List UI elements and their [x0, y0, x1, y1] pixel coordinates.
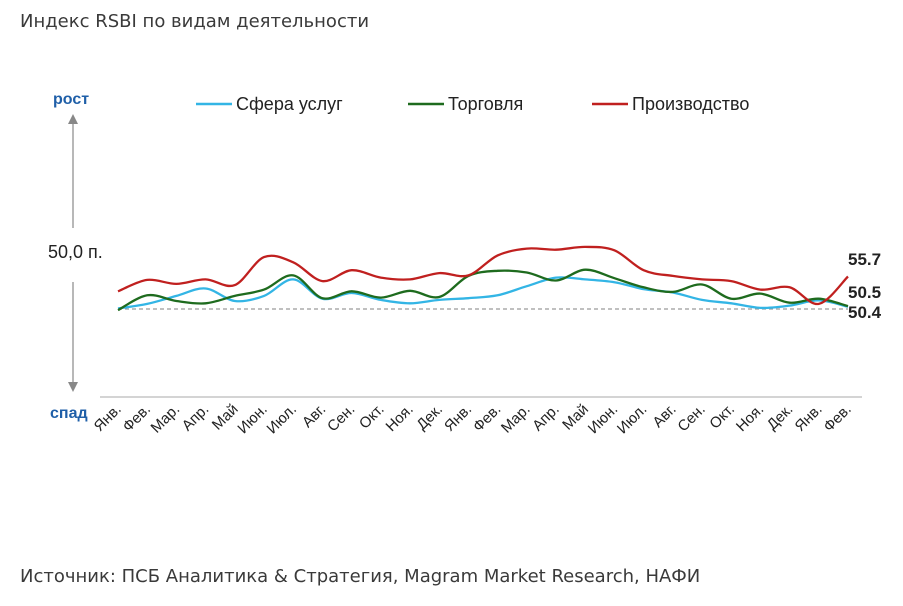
x-tick-label: Сен.	[674, 401, 708, 435]
x-tick-labels: Янв.Фев.Мар.Апр.МайИюн.Июл.Авг.Сен.Окт.Н…	[91, 401, 855, 438]
end-labels: 55.7 50.5 50.4	[848, 250, 882, 322]
x-tick-label: Фев.	[119, 401, 154, 436]
x-tick-label: Янв.	[91, 401, 125, 435]
series-line-services	[117, 276, 849, 310]
x-tick-label: Фев.	[820, 401, 855, 436]
x-tick-label: Мар.	[498, 401, 534, 437]
x-tick-label: Дек.	[764, 401, 797, 434]
x-tick-label: Апр.	[529, 401, 563, 435]
end-label-services: 50.4	[848, 303, 882, 322]
legend-label-production: Производство	[632, 94, 749, 114]
x-tick-label: Ноя.	[383, 401, 417, 435]
end-label-trade: 50.5	[848, 283, 881, 302]
end-label-production: 55.7	[848, 250, 881, 269]
legend: Сфера услуг Торговля Производство	[196, 94, 749, 114]
series-line-production	[117, 245, 849, 306]
x-tick-label: Фев.	[470, 401, 505, 436]
x-tick-label: Июн.	[585, 401, 621, 437]
series-line-trade	[117, 268, 849, 312]
source-note: Источник: ПСБ Аналитика & Стратегия, Mag…	[20, 566, 701, 587]
x-tick-label: Янв.	[441, 401, 475, 435]
baseline-label: 50,0 п.	[48, 242, 103, 262]
series-layer	[117, 245, 849, 312]
x-tick-label: Окт.	[706, 401, 738, 433]
x-tick-label: Дек.	[413, 401, 446, 434]
down-label: спад	[50, 405, 88, 422]
x-tick-label: Сен.	[324, 401, 358, 435]
x-tick-label: Авг.	[299, 401, 329, 431]
x-tick-label: Авг.	[649, 401, 679, 431]
x-tick-label: Ноя.	[733, 401, 767, 435]
x-tick-label: Янв.	[791, 401, 825, 435]
x-tick-label: Мар.	[148, 401, 184, 437]
legend-label-services: Сфера услуг	[236, 94, 343, 114]
x-tick-label: Июл.	[614, 401, 651, 438]
direction-axis: рост спад 50,0 п.	[48, 91, 103, 422]
chart-title: Индекс RSBI по видам деятельности	[20, 11, 370, 32]
x-tick-label: Окт.	[356, 401, 388, 433]
up-label: рост	[53, 91, 89, 108]
x-tick-label: Июл.	[264, 401, 301, 438]
up-arrow-icon	[68, 114, 78, 124]
x-tick-label: Июн.	[234, 401, 270, 437]
x-tick-label: Апр.	[179, 401, 213, 435]
legend-label-trade: Торговля	[448, 94, 523, 114]
down-arrow-icon	[68, 382, 78, 392]
